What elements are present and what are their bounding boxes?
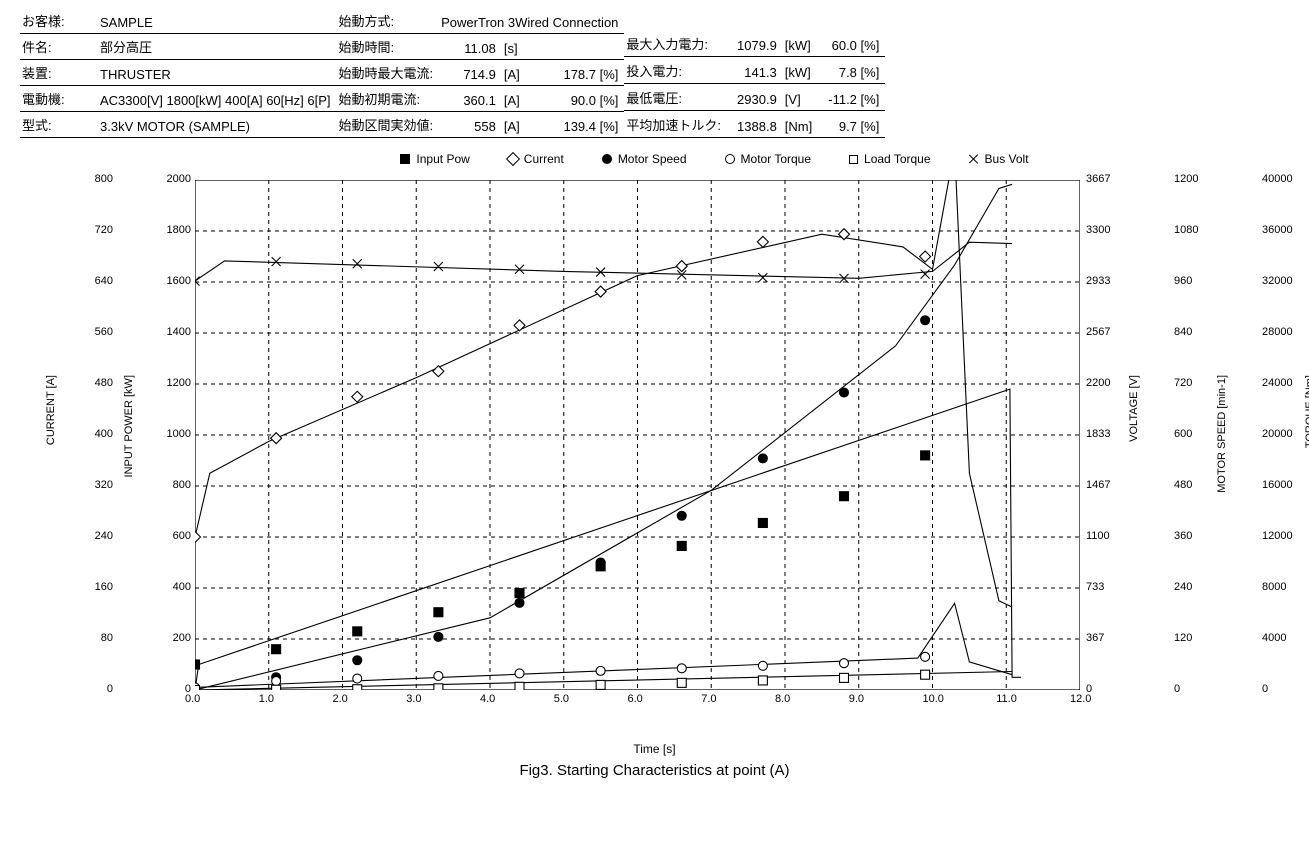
y-tick: 720 [77, 224, 113, 236]
y-tick: 733 [1086, 581, 1104, 593]
y-tick: 960 [1174, 275, 1192, 287]
header-table-left: お客様:SAMPLE件名:部分高圧装置:THRUSTER電動機:AC3300[V… [20, 8, 337, 138]
y-tick: 480 [77, 377, 113, 389]
y-tick: 480 [1174, 479, 1192, 491]
y-tick: 560 [77, 326, 113, 338]
y-tick: 200 [155, 632, 191, 644]
x-tick: 5.0 [554, 693, 569, 705]
y-tick: 2200 [1086, 377, 1110, 389]
y-tick: 1800 [155, 224, 191, 236]
x-tick: 4.0 [480, 693, 495, 705]
y-tick: 4000 [1262, 632, 1286, 644]
y-tick: 840 [1174, 326, 1192, 338]
y-tick: 1200 [1174, 173, 1198, 185]
x-tick: 3.0 [406, 693, 421, 705]
y-tick: 0 [1086, 683, 1092, 695]
x-tick: 2.0 [333, 693, 348, 705]
y-tick: 0 [155, 683, 191, 695]
y-tick: 120 [1174, 632, 1192, 644]
y-tick: 0 [1174, 683, 1180, 695]
y-tick: 367 [1086, 632, 1104, 644]
y-tick: 16000 [1262, 479, 1293, 491]
y-tick: 36000 [1262, 224, 1293, 236]
y-tick: 640 [77, 275, 113, 287]
circle-o-icon [725, 154, 735, 164]
legend-item: Motor Torque [725, 152, 811, 166]
x-axis-label: Time [s] [20, 742, 1289, 756]
y-axis-title: CURRENT [A] [45, 375, 57, 445]
chart: 0.01.02.03.04.05.06.07.08.09.010.011.012… [20, 170, 1300, 740]
y-tick: 40000 [1262, 173, 1293, 185]
header-table-right: 最大入力電力:1079.9[kW]60.0 [%]投入電力:141.3[kW]7… [624, 8, 885, 138]
x-tick: 6.0 [628, 693, 643, 705]
y-tick: 3300 [1086, 224, 1110, 236]
y-tick: 400 [77, 428, 113, 440]
y-tick: 360 [1174, 530, 1192, 542]
y-tick: 600 [155, 530, 191, 542]
figure-caption: Fig3. Starting Characteristics at point … [20, 762, 1289, 779]
header-table-mid: 始動方式:PowerTron 3Wired Connection始動時間:11.… [337, 8, 625, 138]
legend-item: Input Pow [400, 152, 469, 166]
legend-item: Load Torque [849, 152, 931, 166]
y-axis-title: VOLTAGE [V] [1128, 375, 1140, 442]
diamond-o-icon [506, 152, 520, 166]
series-motor-speed [195, 184, 1012, 690]
y-tick: 1100 [1086, 530, 1110, 542]
y-tick: 24000 [1262, 377, 1293, 389]
y-axis-title: MOTOR SPEED [min-1] [1216, 375, 1228, 493]
x-tick: 10.0 [923, 693, 944, 705]
y-tick: 12000 [1262, 530, 1293, 542]
y-tick: 720 [1174, 377, 1192, 389]
y-tick: 0 [77, 683, 113, 695]
y-tick: 1200 [155, 377, 191, 389]
circle-f-icon [602, 154, 612, 164]
x-tick: 8.0 [775, 693, 790, 705]
header-tables: お客様:SAMPLE件名:部分高圧装置:THRUSTER電動機:AC3300[V… [20, 8, 1289, 138]
y-tick: 400 [155, 581, 191, 593]
legend-item: Bus Volt [969, 152, 1029, 166]
y-tick: 0 [1262, 683, 1268, 695]
y-tick: 320 [77, 479, 113, 491]
legend-item: Motor Speed [602, 152, 687, 166]
y-tick: 1000 [155, 428, 191, 440]
y-tick: 600 [1174, 428, 1192, 440]
y-tick: 1400 [155, 326, 191, 338]
y-tick: 800 [155, 479, 191, 491]
y-tick: 2933 [1086, 275, 1110, 287]
chart-legend: Input Pow Current Motor Speed Motor Torque L… [140, 152, 1289, 166]
x-tick: 11.0 [996, 693, 1017, 705]
y-tick: 28000 [1262, 326, 1293, 338]
legend-item: Current [508, 152, 564, 166]
square-f-icon [400, 154, 410, 164]
series-current [195, 180, 1012, 607]
y-tick: 1467 [1086, 479, 1110, 491]
y-tick: 20000 [1262, 428, 1293, 440]
y-tick: 1600 [155, 275, 191, 287]
y-tick: 8000 [1262, 581, 1286, 593]
y-tick: 80 [77, 632, 113, 644]
y-tick: 160 [77, 581, 113, 593]
y-tick: 240 [1174, 581, 1192, 593]
x-icon [969, 154, 979, 164]
y-tick: 32000 [1262, 275, 1293, 287]
x-tick: 9.0 [849, 693, 864, 705]
y-tick: 1080 [1174, 224, 1198, 236]
y-tick: 240 [77, 530, 113, 542]
x-tick: 1.0 [259, 693, 274, 705]
y-tick: 800 [77, 173, 113, 185]
y-tick: 2567 [1086, 326, 1110, 338]
y-axis-title: TORQUE [Nm] [1304, 375, 1309, 448]
y-axis-title: INPUT POWER [kW] [123, 375, 135, 477]
x-tick: 7.0 [701, 693, 716, 705]
series-input-pow [195, 389, 1021, 690]
y-tick: 3667 [1086, 173, 1110, 185]
y-tick: 1833 [1086, 428, 1110, 440]
square-o-icon [849, 155, 858, 164]
y-tick: 2000 [155, 173, 191, 185]
